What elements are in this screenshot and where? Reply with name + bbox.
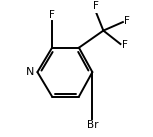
Text: F: F: [49, 10, 55, 20]
Text: F: F: [93, 1, 99, 11]
Text: N: N: [26, 67, 34, 77]
Text: F: F: [122, 40, 128, 50]
Text: F: F: [124, 16, 130, 26]
Text: Br: Br: [87, 120, 98, 130]
